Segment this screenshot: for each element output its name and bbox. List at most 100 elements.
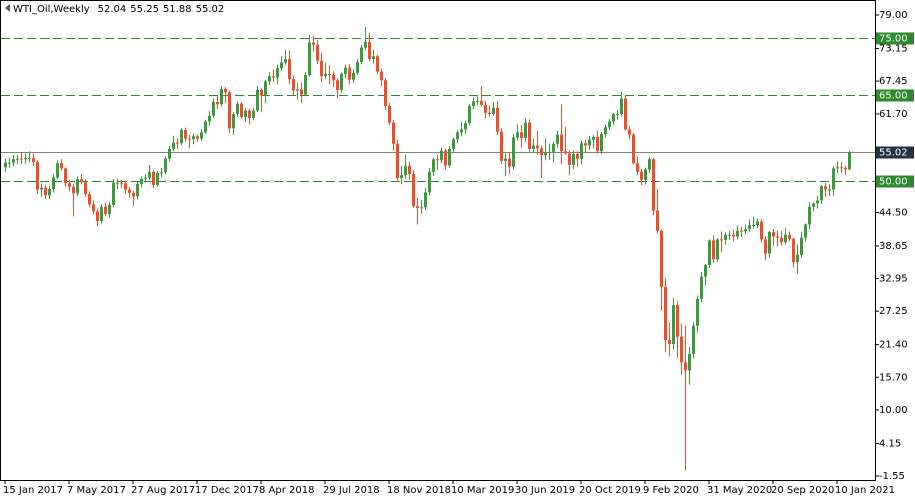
candle-body	[112, 182, 115, 206]
level-label: 65.00	[879, 91, 908, 102]
level-label: 50.00	[879, 177, 908, 188]
candle-body	[780, 237, 783, 243]
candle-body	[832, 168, 835, 190]
candle-body	[280, 62, 283, 69]
candle-body	[200, 132, 203, 139]
candle-body	[80, 179, 83, 183]
candle-body	[8, 162, 11, 164]
candle-body	[776, 236, 779, 238]
candle-body	[552, 143, 555, 152]
candle-body	[308, 42, 311, 76]
candle-body	[380, 71, 383, 81]
candle-body	[544, 152, 547, 156]
y-tick-label: 10.00	[879, 405, 908, 416]
candle-body	[52, 177, 55, 189]
candle-body	[756, 221, 759, 226]
candle-body	[100, 206, 103, 222]
candle-body	[616, 114, 619, 116]
candle-body	[656, 210, 659, 231]
candle-body	[792, 238, 795, 263]
candle-body	[704, 265, 707, 277]
y-tick-label: 73.15	[879, 43, 908, 54]
candle-body	[372, 56, 375, 60]
candle-body	[588, 139, 591, 146]
candle-body	[136, 183, 139, 197]
candle-body	[736, 230, 739, 237]
candle-body	[168, 148, 171, 159]
candle-body	[460, 129, 463, 133]
candle-body	[536, 145, 539, 149]
candle-body	[484, 104, 487, 113]
y-tick-label: 61.70	[879, 109, 908, 120]
candle-body	[328, 73, 331, 76]
candle-body	[248, 110, 251, 119]
candle-body	[400, 175, 403, 179]
candle-body	[500, 131, 503, 161]
candle-body	[60, 163, 63, 169]
candle-body	[284, 59, 287, 63]
candle-body	[724, 234, 727, 240]
header-value: 52.04	[98, 4, 127, 15]
candle-body	[744, 229, 747, 232]
level-label-box	[876, 175, 914, 188]
candle-body	[180, 130, 183, 144]
candle-body	[804, 224, 807, 238]
y-tick-label: 79.00	[879, 10, 908, 21]
candle-body	[644, 169, 647, 180]
candle-body	[332, 75, 335, 81]
candle-body	[56, 163, 59, 178]
candle-body	[456, 132, 459, 140]
candle-body	[264, 81, 267, 96]
candle-body	[676, 305, 679, 337]
candle-body	[716, 239, 719, 260]
candle-body	[564, 151, 567, 154]
plot-frame	[0, 0, 876, 481]
candle-body	[580, 143, 583, 159]
header-value: 55.02	[196, 4, 225, 15]
candle-body	[20, 158, 23, 160]
candle-body	[16, 158, 19, 160]
candle-body	[4, 162, 7, 168]
candle-body	[184, 130, 187, 139]
candle-body	[596, 136, 599, 152]
candle-body	[612, 114, 615, 122]
candle-body	[800, 237, 803, 255]
y-tick-label: 21.40	[879, 340, 908, 351]
candle-body	[384, 80, 387, 106]
candle-body	[520, 132, 523, 139]
candle-body	[512, 137, 515, 167]
candle-body	[216, 101, 219, 105]
symbol-icon	[5, 4, 10, 12]
candle-body	[764, 239, 767, 254]
candle-body	[88, 194, 91, 205]
candle-body	[584, 143, 587, 146]
candle-body	[236, 103, 239, 115]
candle-body	[640, 171, 643, 180]
candle-body	[504, 158, 507, 161]
candle-body	[752, 225, 755, 227]
candle-body	[480, 100, 483, 105]
candle-body	[288, 59, 291, 80]
candle-body	[628, 129, 631, 135]
candle-body	[312, 42, 315, 45]
candle-body	[728, 234, 731, 236]
candle-body	[364, 41, 367, 48]
candle-body	[432, 159, 435, 172]
candle-body	[672, 305, 675, 345]
header-value: 55.25	[130, 4, 159, 15]
candle-body	[292, 79, 295, 91]
candle-body	[768, 231, 771, 254]
candle-body	[152, 171, 155, 185]
candle-body	[228, 92, 231, 129]
level-label: 75.00	[879, 34, 908, 45]
candle-body	[296, 89, 299, 91]
candle-body	[428, 171, 431, 193]
candle-body	[344, 67, 347, 74]
candle-body	[300, 89, 303, 95]
candle-body	[556, 134, 559, 144]
candle-body	[696, 298, 699, 326]
candle-body	[336, 80, 339, 90]
candle-body	[540, 148, 543, 156]
candle-body	[44, 187, 47, 196]
